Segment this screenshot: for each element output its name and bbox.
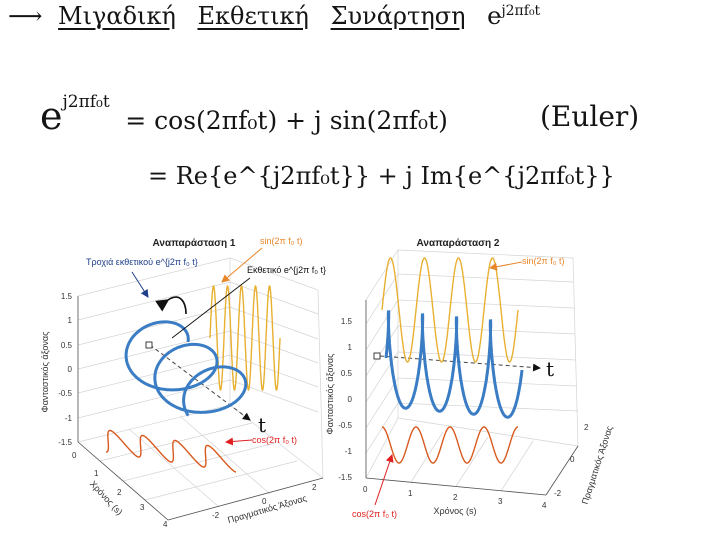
- plot2-x-label: Χρόνος (s): [434, 506, 477, 516]
- eq1-rhs: = cos(2πf₀t) + j sin(2πf₀t): [125, 106, 448, 135]
- plot2-t-label: t: [546, 357, 554, 381]
- plot2-ztick: -1: [345, 447, 353, 456]
- plot2-y-ticks: -2 0 2: [554, 423, 589, 498]
- plot1-y-ticks: -2 0 2: [212, 483, 317, 520]
- plot1-ytick: -2: [212, 511, 220, 520]
- plot1-helix-curve: [124, 320, 248, 417]
- plot2-ytick: -2: [554, 489, 562, 498]
- plot2-cos-curve: [381, 426, 519, 464]
- plot1-ann-cos: cos(2π f₀ t): [252, 435, 297, 445]
- plot1-ann-helix: Τροχιά εκθετικού e^{j2π f₀ t}: [86, 257, 198, 267]
- plot1-xtick: 3: [140, 503, 145, 512]
- plot1-ztick: 1.5: [61, 292, 73, 301]
- plot1-xtick: 4: [163, 520, 168, 529]
- plot-1: Αναπαράσταση 1 1.5 1 0.5 0 -0.5 -1: [40, 236, 326, 529]
- plot1-ann-helix-arrow: [131, 271, 149, 298]
- heading-expr-sup: j2πf₀t: [501, 3, 541, 19]
- plot1-xtick: 0: [72, 451, 77, 460]
- heading: ⟶ Μιγαδική Εκθετική Συνάρτηση ej2πf₀t: [8, 2, 540, 30]
- plot1-x-ticks: 0 1 2 3 4: [72, 451, 168, 529]
- plot2-axes: [365, 300, 579, 496]
- plot1-t-label: t: [258, 413, 266, 437]
- plot1-sin-curve: [209, 285, 281, 391]
- plot1-ann-cos-arrow: [225, 437, 253, 446]
- plot2-ann-sin-arrow: [489, 261, 523, 271]
- plot2-ann-sin: sin(2π f₀ t): [522, 256, 564, 266]
- heading-expr: e: [487, 2, 502, 30]
- plot2-helix-curve: [384, 310, 524, 419]
- plot1-xtick: 2: [117, 488, 122, 497]
- eq1-lhs-sup: j2πf₀t: [62, 92, 110, 112]
- plot1-xtick: 1: [94, 469, 99, 478]
- plot2-y-label: Πραγματικός Άξονας: [580, 424, 615, 506]
- plot2-ztick: -0.5: [338, 421, 352, 430]
- plot1-ann-sin: sin(2π f₀ t): [260, 236, 302, 246]
- plot2-origin-marker: [373, 352, 381, 360]
- plot2-ytick: 0: [570, 455, 575, 464]
- plot1-ztick: 1: [68, 316, 73, 325]
- plot2-z-label: Φανταστικός άξονας: [325, 353, 335, 435]
- plot1-z-ticks: 1.5 1 0.5 0 -0.5 -1 -1.5: [58, 292, 72, 447]
- equation-line-1: ej2πf₀t = cos(2πf₀t) + j sin(2πf₀t): [40, 92, 448, 138]
- plot1-z-label: Φανταστικός άξονας: [40, 331, 50, 413]
- equation-note: (Euler): [540, 100, 640, 133]
- plot1-grid: [77, 257, 324, 521]
- plot2-xtick: 0: [363, 485, 368, 494]
- plot1-axes: [77, 296, 324, 521]
- plot2-title: Αναπαράσταση 2: [417, 238, 500, 249]
- plot1-ytick: 2: [312, 483, 317, 492]
- plot-2: Αναπαράσταση 2 1.5 1 0.5 0 -0.5 -1 -1.5 …: [325, 238, 615, 519]
- plot2-ytick: 2: [584, 423, 589, 432]
- plot1-ztick: -1.5: [58, 438, 72, 447]
- heading-word-2: Εκθετική: [197, 2, 309, 30]
- plot2-z-ticks: 1.5 1 0.5 0 -0.5 -1 -1.5: [338, 317, 352, 482]
- heading-arrow: ⟶: [8, 2, 43, 30]
- equation-line-2: = Re{e^{j2πf₀t}} + j Im{e^{j2πf₀t}}: [148, 162, 615, 190]
- heading-word-3: Συνάρτηση: [330, 2, 466, 30]
- plot2-x-ticks: 0 1 2 3 4: [363, 485, 547, 510]
- heading-word-1: Μιγαδική: [58, 2, 176, 30]
- plot1-ann-sin-arrow: [221, 247, 263, 283]
- rotation-arrow-icon: [155, 296, 187, 315]
- plot1-origin-marker: [145, 341, 153, 349]
- plot2-ann-cos: cos(2π f₀ t): [352, 509, 397, 519]
- plot2-ztick: 0.5: [341, 369, 353, 378]
- plot1-ytick: 0: [262, 497, 267, 506]
- plot1-ztick: -1: [65, 414, 73, 423]
- plot2-ztick: -1.5: [338, 473, 352, 482]
- plot1-title: Αναπαράσταση 1: [153, 238, 236, 249]
- plot2-xtick: 4: [542, 501, 547, 510]
- plot2-ztick: 1: [348, 343, 353, 352]
- plot1-ztick: 0.5: [61, 341, 73, 350]
- plot1-cos-curve: [106, 429, 237, 473]
- plot2-xtick: 2: [453, 493, 458, 502]
- plot1-y-label: Πραγματικός Άξονας: [226, 493, 308, 525]
- plot1-ann-exp: Εκθετικό e^{j2π f₀ t}: [247, 265, 326, 275]
- plot1-x-label: Χρόνος (s): [88, 479, 125, 517]
- plot2-xtick: 1: [408, 489, 413, 498]
- plot1-ztick: -0.5: [58, 389, 72, 398]
- plot1-ann-exp-line: [171, 277, 251, 339]
- plot2-ztick: 1.5: [341, 317, 353, 326]
- plot1-ztick: 0: [68, 365, 73, 374]
- eq1-lhs: e: [40, 94, 63, 138]
- plot2-xtick: 3: [498, 497, 503, 506]
- plot2-ztick: 0: [348, 395, 353, 404]
- plot2-ann-cos-arrow: [374, 454, 394, 506]
- plot2-sin-curve: [381, 257, 519, 363]
